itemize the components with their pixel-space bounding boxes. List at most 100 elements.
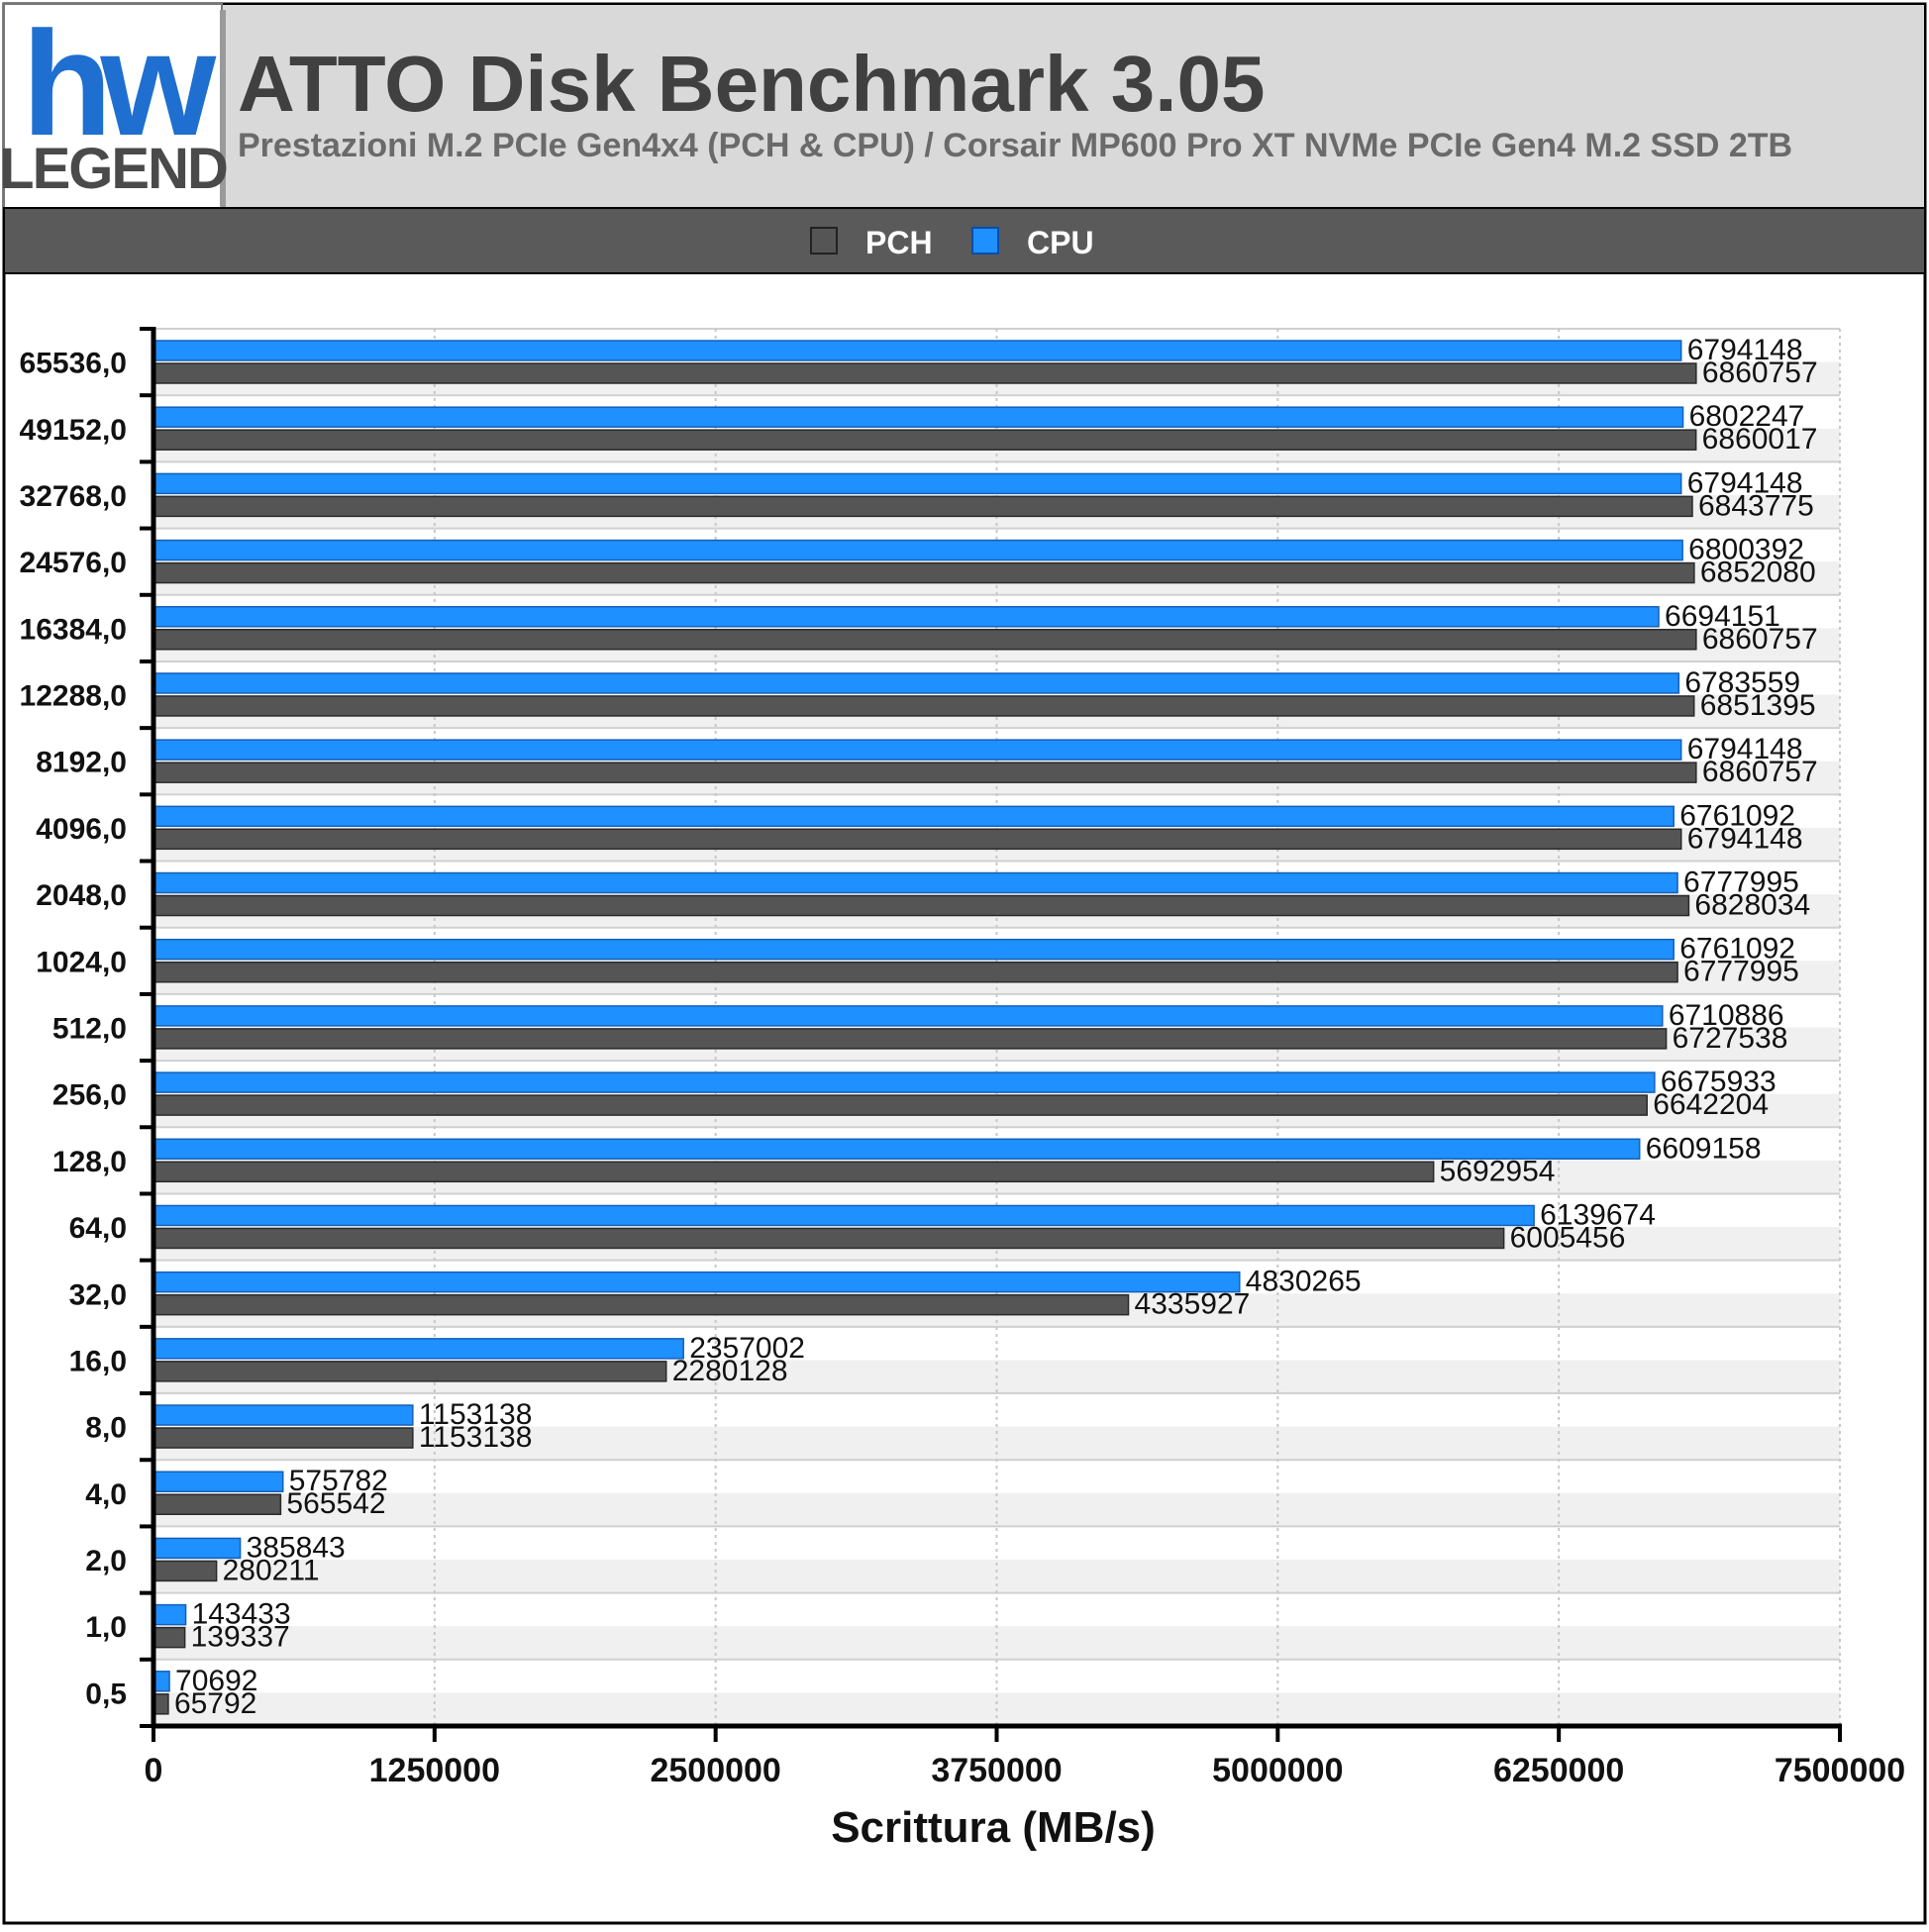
bar-cpu <box>152 938 1675 961</box>
x-tick-label: 1250000 <box>369 1752 500 1789</box>
x-tick-label: 2500000 <box>650 1752 780 1789</box>
y-tick-label: 8192,0 <box>36 747 127 779</box>
logo: hw LEGEND <box>0 0 229 224</box>
data-label-cpu: 6139674 <box>1540 1198 1656 1231</box>
y-tick-label: 128,0 <box>52 1146 127 1178</box>
bar-pch <box>152 1293 1130 1316</box>
chart-subtitle: Prestazioni M.2 PCIe Gen4x4 (PCH & CPU) … <box>238 127 1792 164</box>
bar-cpu <box>152 406 1684 428</box>
x-tick-label: 5000000 <box>1212 1752 1343 1789</box>
bar-pch <box>152 429 1697 451</box>
data-label-cpu: 6761092 <box>1679 933 1795 966</box>
bar-pch <box>152 362 1697 384</box>
bar-pch <box>152 1227 1505 1250</box>
data-label-cpu: 6694151 <box>1665 600 1780 633</box>
data-label-cpu: 6800392 <box>1688 534 1804 566</box>
y-tick-label: 256,0 <box>52 1079 127 1112</box>
y-tick-label: 1,0 <box>85 1611 127 1644</box>
x-tick-label: 3750000 <box>931 1752 1062 1789</box>
bar-cpu <box>152 1603 187 1626</box>
data-label-cpu: 6783559 <box>1684 666 1800 699</box>
data-label-cpu: 2357002 <box>689 1332 805 1365</box>
y-tick-label: 4096,0 <box>36 813 127 846</box>
y-tick-label: 24576,0 <box>20 547 127 579</box>
bar-cpu <box>152 1471 284 1492</box>
y-tick-label: 32768,0 <box>20 480 127 513</box>
data-label-pch: 6005456 <box>1510 1221 1626 1254</box>
bar-cpu <box>152 472 1682 495</box>
legend-swatch-cpu <box>971 227 999 254</box>
bar-pch <box>152 695 1695 717</box>
data-label-cpu: 1153138 <box>419 1398 533 1431</box>
y-tick-label: 16,0 <box>69 1345 127 1377</box>
y-tick-label: 8,0 <box>85 1412 127 1445</box>
data-label-cpu: 6794148 <box>1687 334 1803 366</box>
data-label-pch: 65792 <box>174 1687 256 1720</box>
data-label-cpu: 70692 <box>175 1665 257 1697</box>
data-label-pch: 6642204 <box>1653 1088 1769 1121</box>
bar-cpu <box>152 1204 1535 1227</box>
data-label-cpu: 4830265 <box>1246 1266 1362 1298</box>
bar-pch <box>152 629 1697 651</box>
y-tick-label: 64,0 <box>69 1212 127 1245</box>
bar-pch <box>152 894 1690 917</box>
y-tick-label: 4,0 <box>85 1478 127 1511</box>
data-label-pch: 5692954 <box>1440 1155 1556 1187</box>
bar-pch <box>152 762 1697 783</box>
y-tick-label: 49152,0 <box>20 414 127 447</box>
y-tick-label: 0,5 <box>85 1678 127 1710</box>
data-label-pch: 6777995 <box>1683 956 1799 988</box>
logo-word: LEGEND <box>0 137 227 201</box>
x-tick-label: 7500000 <box>1775 1752 1905 1789</box>
bar-cpu <box>152 1071 1656 1093</box>
data-label-pch: 6794148 <box>1687 822 1803 855</box>
bar-pch <box>152 1161 1435 1183</box>
bar-pch <box>152 961 1678 983</box>
bar-cpu <box>152 739 1682 761</box>
data-label-pch: 6860757 <box>1702 756 1818 788</box>
chart-title: ATTO Disk Benchmark 3.05 <box>238 40 1265 128</box>
data-label-pch: 6843775 <box>1698 489 1814 522</box>
bar-pch <box>152 1427 414 1449</box>
legend-label-cpu: CPU <box>1027 225 1094 260</box>
y-tick-label: 2048,0 <box>36 879 127 912</box>
bar-pch <box>152 495 1693 518</box>
data-label-pch: 6860757 <box>1702 356 1818 389</box>
bar-cpu <box>152 871 1678 894</box>
y-tick-label: 12288,0 <box>20 680 127 713</box>
bar-pch <box>152 1028 1668 1050</box>
data-label-pch: 4335927 <box>1135 1288 1251 1321</box>
data-label-pch: 565542 <box>286 1487 385 1520</box>
bar-pch <box>152 1493 282 1515</box>
bar-cpu <box>152 805 1675 828</box>
data-label-pch: 6860017 <box>1702 423 1818 456</box>
bar-cpu <box>152 340 1682 361</box>
data-label-pch: 6851395 <box>1700 689 1816 722</box>
data-label-pch: 6852080 <box>1700 557 1816 589</box>
legend-label-pch: PCH <box>865 225 933 260</box>
bar-cpu <box>152 1005 1664 1027</box>
y-tick-label: 16384,0 <box>20 613 127 646</box>
bar-pch <box>152 1626 186 1649</box>
data-label-pch: 6727538 <box>1673 1022 1788 1055</box>
data-label-cpu: 6794148 <box>1687 466 1803 499</box>
bar-pch <box>152 561 1695 584</box>
bar-pch <box>152 1361 667 1382</box>
bar-cpu <box>152 672 1680 694</box>
logo-shadow <box>220 10 226 224</box>
data-label-cpu: 6710886 <box>1669 999 1784 1032</box>
bar-pch <box>152 1560 218 1582</box>
x-axis-label: Scrittura (MB/s) <box>831 1803 1156 1852</box>
bar-cpu <box>152 1338 684 1360</box>
data-label-pch: 280211 <box>223 1554 320 1586</box>
data-label-pch: 2280128 <box>672 1355 788 1387</box>
legend-bar <box>3 207 1926 274</box>
bar-cpu <box>152 606 1660 628</box>
y-tick-label: 32,0 <box>69 1278 127 1311</box>
logo-mark: hw <box>22 0 217 166</box>
data-label-cpu: 6609158 <box>1646 1132 1762 1165</box>
x-tick-label: 6250000 <box>1493 1752 1624 1789</box>
logo-box <box>3 3 223 221</box>
